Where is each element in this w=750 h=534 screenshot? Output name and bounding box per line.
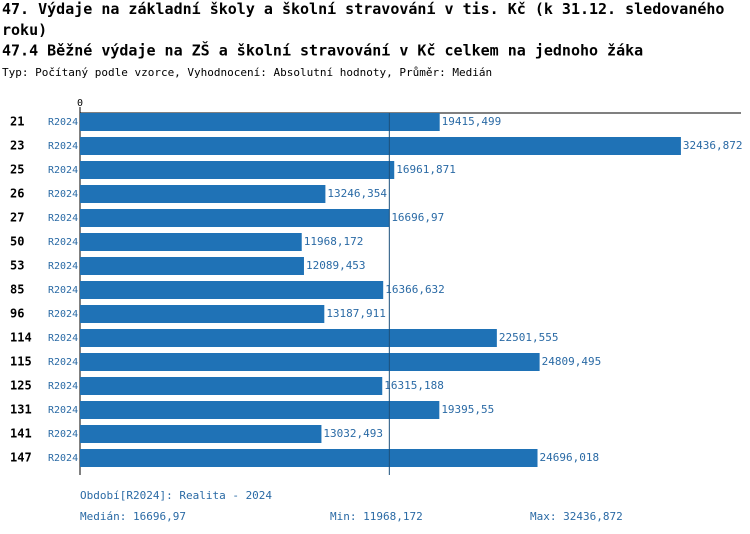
series-label: R2024 [48, 189, 78, 200]
min-label: Min: 11968,172 [330, 510, 423, 523]
category-label: 114 [10, 331, 32, 345]
value-label: 19395,55 [441, 403, 494, 416]
series-label: R2024 [48, 261, 78, 272]
value-label: 13187,911 [326, 307, 386, 320]
value-label: 16696,97 [391, 211, 444, 224]
category-label: 25 [10, 163, 24, 177]
category-label: 26 [10, 187, 24, 201]
bar [80, 305, 325, 323]
category-label: 96 [10, 307, 24, 321]
bar [80, 113, 440, 131]
value-label: 13032,493 [323, 427, 383, 440]
value-label: 19415,499 [442, 115, 502, 128]
value-label: 24809,495 [542, 355, 602, 368]
chart-title: 47. Výdaje na základní školy a školní st… [2, 0, 724, 39]
bar [80, 161, 395, 179]
value-label: 16366,632 [385, 283, 445, 296]
chart-subtitle: 47.4 Běžné výdaje na ZŠ a školní stravov… [2, 41, 643, 60]
series-label: R2024 [48, 237, 78, 248]
category-label: 147 [10, 451, 32, 465]
bar [80, 209, 390, 227]
series-label: R2024 [48, 357, 78, 368]
category-label: 85 [10, 283, 24, 297]
category-label: 141 [10, 427, 32, 441]
series-label: R2024 [48, 453, 78, 464]
bar [80, 353, 540, 371]
median-label: Medián: 16696,97 [80, 510, 186, 523]
bar [80, 425, 322, 443]
series-label: R2024 [48, 381, 78, 392]
series-label: R2024 [48, 333, 78, 344]
series-label: R2024 [48, 141, 78, 152]
value-label: 16961,871 [396, 163, 456, 176]
series-label: R2024 [48, 405, 78, 416]
series-label: R2024 [48, 213, 78, 224]
bar [80, 137, 681, 155]
category-label: 131 [10, 403, 32, 417]
bar [80, 185, 326, 203]
bar [80, 329, 497, 347]
series-label: R2024 [48, 165, 78, 176]
series-label: R2024 [48, 117, 78, 128]
value-label: 24696,018 [540, 451, 600, 464]
bar [80, 377, 383, 395]
bar [80, 281, 384, 299]
bar [80, 449, 538, 467]
category-label: 21 [10, 115, 24, 129]
value-label: 16315,188 [384, 379, 444, 392]
series-label: R2024 [48, 309, 78, 320]
x-tick-label: 0 [77, 98, 83, 109]
value-label: 13246,354 [327, 187, 387, 200]
series-label: R2024 [48, 429, 78, 440]
period-note: Období[R2024]: Realita - 2024 [80, 489, 272, 502]
bar [80, 257, 304, 275]
chart-description: Typ: Počítaný podle vzorce, Vyhodnocení:… [2, 66, 492, 79]
category-label: 125 [10, 379, 32, 393]
series-label: R2024 [48, 285, 78, 296]
category-label: 27 [10, 211, 24, 225]
bar [80, 233, 302, 251]
category-label: 50 [10, 235, 24, 249]
category-label: 23 [10, 139, 24, 153]
category-label: 115 [10, 355, 32, 369]
value-label: 12089,453 [306, 259, 366, 272]
bar [80, 401, 440, 419]
value-label: 32436,872 [683, 139, 743, 152]
max-label: Max: 32436,872 [530, 510, 623, 523]
category-label: 53 [10, 259, 24, 273]
value-label: 11968,172 [304, 235, 364, 248]
value-label: 22501,555 [499, 331, 559, 344]
